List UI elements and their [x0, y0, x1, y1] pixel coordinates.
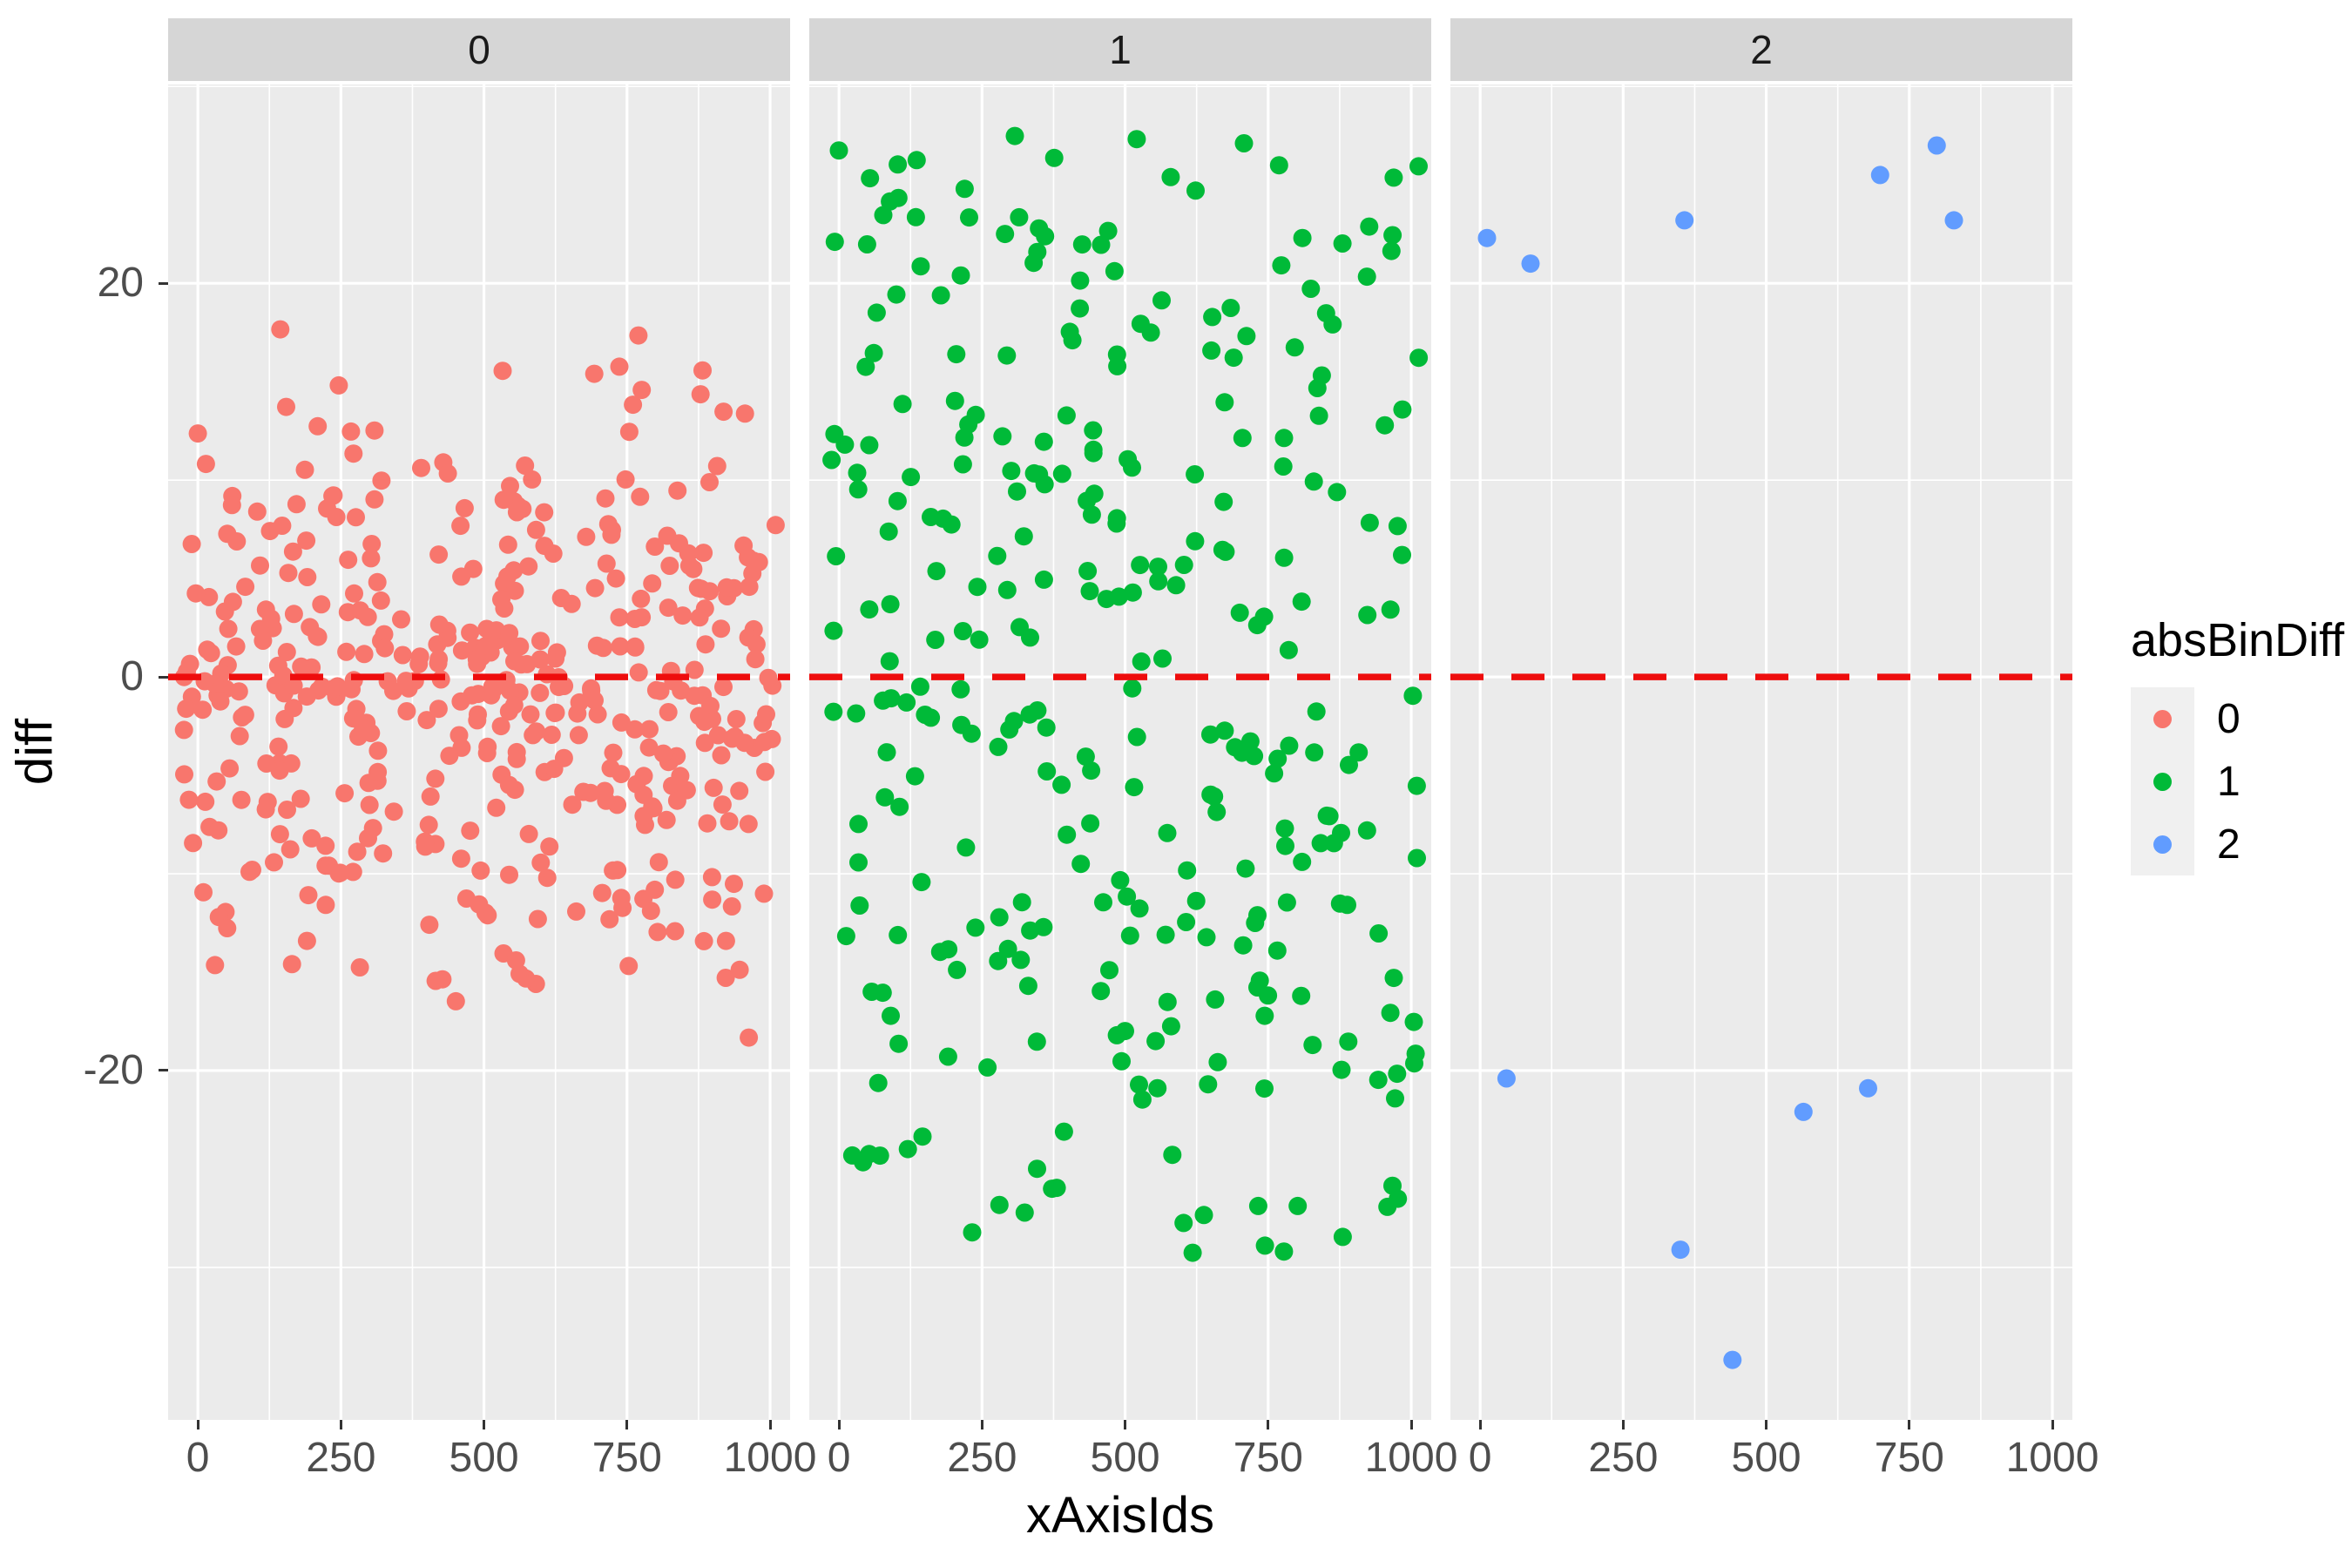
major-gridlines — [809, 84, 1431, 1420]
x-tick-label: 1000 — [2005, 1435, 2099, 1481]
x-tick-label: 0 — [1468, 1435, 1492, 1481]
y-tick-label: 0 — [120, 653, 144, 700]
x-tick-mark — [1267, 1420, 1270, 1429]
x-tick-mark — [196, 1420, 199, 1429]
x-tick-mark — [2051, 1420, 2054, 1429]
x-tick-mark — [1621, 1420, 1625, 1429]
y-tick-mark — [159, 675, 168, 679]
x-tick-label: 500 — [449, 1435, 519, 1481]
legend-item: 2 — [2131, 813, 2344, 875]
x-tick-mark — [1478, 1420, 1482, 1429]
x-tick-label: 1000 — [723, 1435, 817, 1481]
legend-item: 0 — [2131, 687, 2344, 750]
minor-gridlines — [168, 84, 790, 1420]
facet-strip-label: 1 — [1109, 27, 1132, 72]
legend-key — [2131, 687, 2194, 750]
y-tick-label: 20 — [97, 260, 144, 307]
panel-facet-0 — [168, 84, 790, 1420]
y-tick-mark — [159, 1069, 168, 1072]
x-tick-mark — [1409, 1420, 1413, 1429]
legend-item-label: 1 — [2217, 758, 2240, 805]
panel-facet-1 — [809, 84, 1431, 1420]
x-tick-label: 750 — [1874, 1435, 1944, 1481]
x-tick-mark — [837, 1420, 841, 1429]
legend-item: 1 — [2131, 750, 2344, 813]
panel-facet-2 — [1450, 84, 2072, 1420]
y-tick-label: -20 — [83, 1046, 144, 1093]
legend-swatch-2 — [2153, 835, 2172, 854]
x-tick-mark — [625, 1420, 629, 1429]
x-tick-label: 750 — [1233, 1435, 1303, 1481]
x-axis-title: xAxisIds — [1026, 1487, 1214, 1544]
facet-strip-2: 2 — [1450, 18, 2072, 81]
legend-item-label: 0 — [2217, 695, 2240, 742]
x-tick-label: 1000 — [1364, 1435, 1458, 1481]
legend-swatch-1 — [2153, 772, 2172, 791]
facet-strip-0: 0 — [168, 18, 790, 81]
legend-key — [2131, 750, 2194, 813]
y-tick-mark — [159, 281, 168, 285]
data-points — [174, 320, 785, 1047]
y-axis-title: diff — [6, 718, 64, 786]
x-tick-mark — [1908, 1420, 1911, 1429]
x-tick-label: 250 — [1588, 1435, 1659, 1481]
major-gridlines — [168, 84, 790, 1420]
x-tick-label: 500 — [1731, 1435, 1801, 1481]
x-tick-mark — [483, 1420, 486, 1429]
x-tick-label: 0 — [827, 1435, 851, 1481]
x-tick-label: 0 — [186, 1435, 210, 1481]
legend-item-label: 2 — [2217, 821, 2240, 868]
data-points — [822, 126, 1429, 1262]
facet-strip-1: 1 — [809, 18, 1431, 81]
x-tick-mark — [768, 1420, 772, 1429]
legend-key — [2131, 813, 2194, 875]
x-tick-mark — [980, 1420, 983, 1429]
legend-title: absBinDiff — [2131, 614, 2345, 666]
x-tick-label: 250 — [306, 1435, 376, 1481]
x-tick-mark — [1124, 1420, 1127, 1429]
x-tick-label: 750 — [591, 1435, 662, 1481]
facet-strip-label: 2 — [1750, 27, 1773, 72]
legend-swatch-0 — [2153, 709, 2172, 728]
facet-strip-label: 0 — [468, 27, 490, 72]
minor-gridlines — [1450, 84, 2072, 1420]
data-points — [1477, 136, 1963, 1369]
x-tick-label: 500 — [1090, 1435, 1160, 1481]
x-tick-mark — [1765, 1420, 1768, 1429]
major-gridlines — [1450, 84, 2072, 1420]
x-tick-mark — [339, 1420, 342, 1429]
x-tick-label: 250 — [947, 1435, 1017, 1481]
legend: absBinDiff 0 1 2 — [2131, 615, 2344, 875]
minor-gridlines — [809, 84, 1431, 1420]
